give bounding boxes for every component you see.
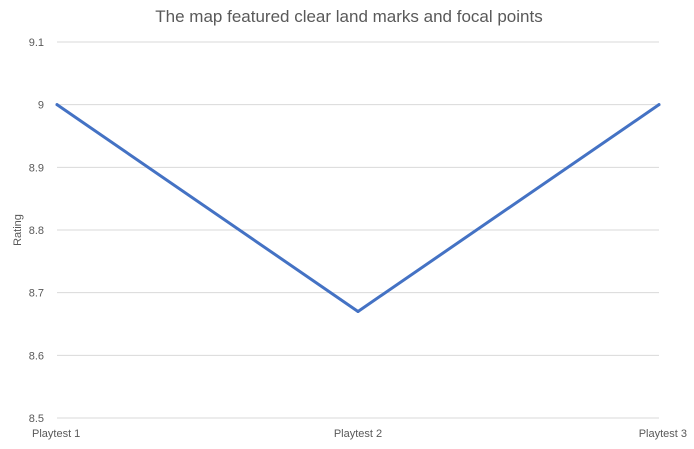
y-tick-label: 8.9 [29, 162, 44, 174]
data-point [657, 103, 661, 107]
data-point [356, 309, 360, 313]
y-tick-label: 8.8 [29, 225, 44, 237]
y-tick-label: 8.7 [29, 288, 44, 300]
data-point [55, 103, 59, 107]
y-tick-label: 9 [38, 100, 44, 112]
y-tick-label: 8.5 [29, 413, 44, 425]
x-tick-label: Playtest 3 [639, 428, 687, 440]
chart-title: The map featured clear land marks and fo… [155, 7, 542, 26]
y-tick-label: 8.6 [29, 350, 44, 362]
y-tick-labels: 8.5 8.6 8.7 8.8 8.9 9 9.1 [29, 37, 44, 425]
x-tick-label: Playtest 2 [334, 428, 382, 440]
x-tick-labels: Playtest 1 Playtest 2 Playtest 3 [32, 428, 687, 440]
series-layer [55, 103, 661, 313]
x-tick-label: Playtest 1 [32, 428, 80, 440]
y-tick-label: 9.1 [29, 37, 44, 49]
y-axis-label: Rating [12, 214, 24, 246]
gridlines [57, 41, 659, 419]
